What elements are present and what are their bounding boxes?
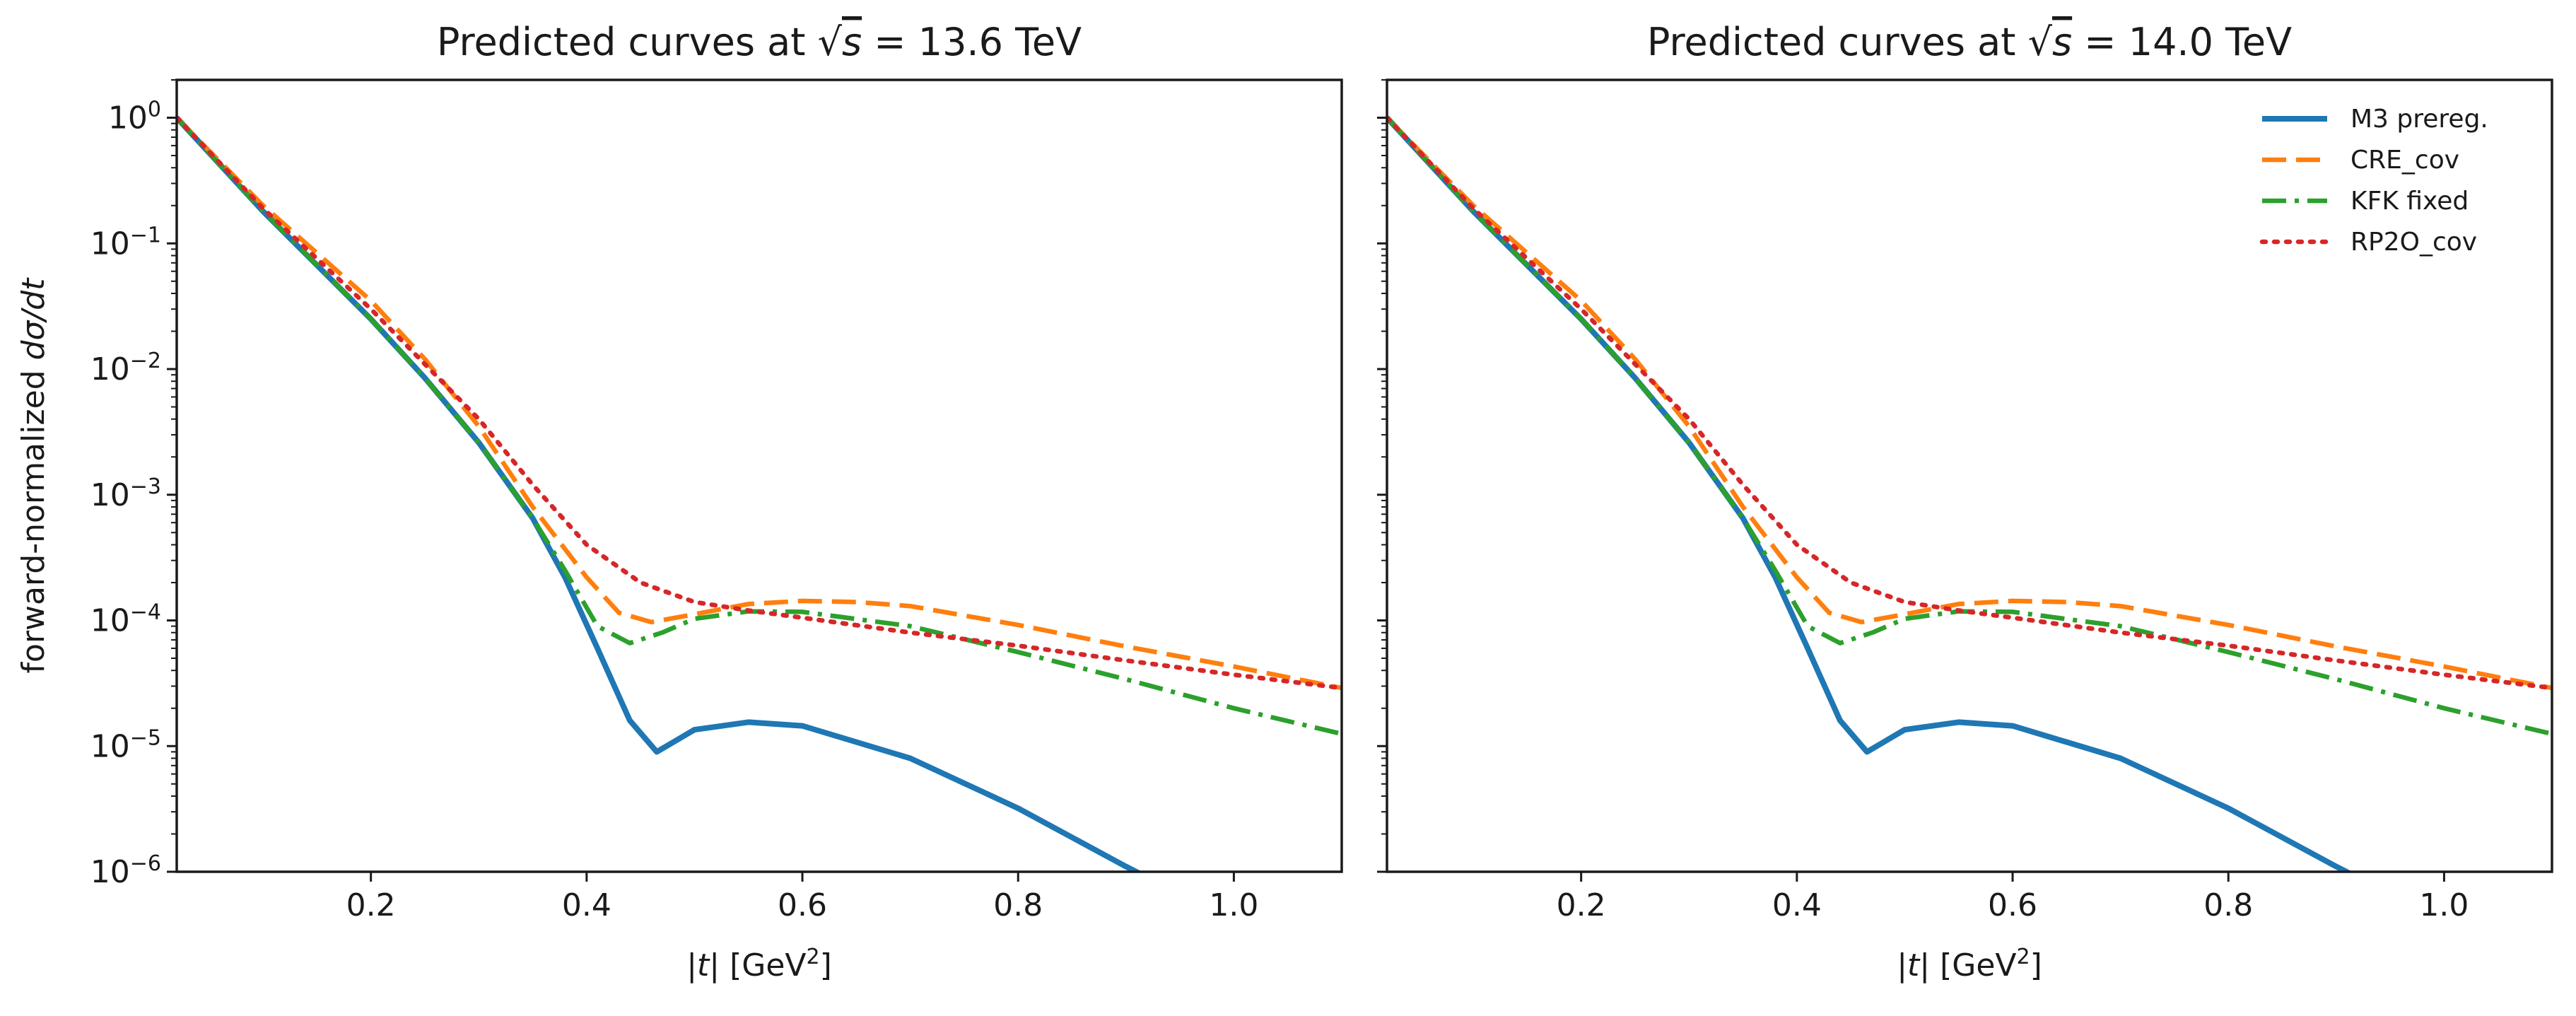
- x-tick-label: 0.8: [2203, 887, 2253, 923]
- x-axis-label: |t| [GeV2]: [1897, 945, 2042, 984]
- series-group: [177, 115, 1342, 872]
- y-tick-label: 10−4: [90, 600, 161, 639]
- axes-frame: [175, 78, 1343, 873]
- x-tick-label: 0.4: [562, 887, 611, 923]
- x-axis-label: |t| [GeV2]: [686, 945, 832, 984]
- x-tick-label: 0.2: [1557, 887, 1606, 923]
- series-line-cre-cov: [1387, 116, 2552, 691]
- x-tick-label: 1.0: [2419, 887, 2469, 923]
- x-tick-label: 1.0: [1209, 887, 1258, 923]
- x-tick-label: 0.6: [778, 887, 827, 923]
- series-line-cre-cov: [177, 116, 1342, 691]
- legend-label: CRE_cov: [2350, 146, 2459, 175]
- chart-title: Predicted curves at √s = 14.0 TeV: [1647, 20, 2292, 64]
- y-tick-label: 10−2: [90, 349, 161, 388]
- x-tick-label: 0.6: [1988, 887, 2037, 923]
- y-tick-label: 10−6: [90, 851, 161, 891]
- series-line-m3-prereg-: [1387, 115, 2353, 872]
- y-tick-label: 10−5: [90, 725, 161, 765]
- panel-left: 0.2 0.4 0.6 0.8 1.0 10−6 10−5 10−4 10−3 10−2 10−1 1…: [16, 20, 1343, 984]
- legend: M3 prereg. CRE_cov KFK fixed RP2O_cov: [2259, 105, 2488, 257]
- series-line-rp2o-cov: [1387, 115, 2552, 691]
- x-tick-label: 0.8: [993, 887, 1043, 923]
- series-line-kfk-fixed: [177, 116, 1342, 737]
- legend-label: RP2O_cov: [2350, 228, 2477, 257]
- series-line-rp2o-cov: [177, 115, 1342, 691]
- axes-frame: [1386, 78, 2553, 873]
- y-tick-label: 10−3: [90, 474, 161, 513]
- series-group: [1387, 115, 2552, 872]
- legend-label: KFK fixed: [2350, 187, 2469, 216]
- legend-label: M3 prereg.: [2350, 105, 2488, 134]
- panel-right: 0.2 0.4 0.6 0.8 1.0 Predicted curves at √s = …: [1377, 20, 2553, 984]
- chart-title: Predicted curves at √s = 13.6 TeV: [437, 20, 1082, 64]
- series-line-m3-prereg-: [177, 115, 1143, 872]
- x-tick-label: 0.2: [346, 887, 396, 923]
- y-tick-label: 100: [108, 97, 161, 136]
- x-tick-label: 0.4: [1772, 887, 1822, 923]
- y-tick-label: 10−1: [90, 223, 161, 262]
- y-axis-label: forward-normalized dσ/dt: [16, 277, 52, 674]
